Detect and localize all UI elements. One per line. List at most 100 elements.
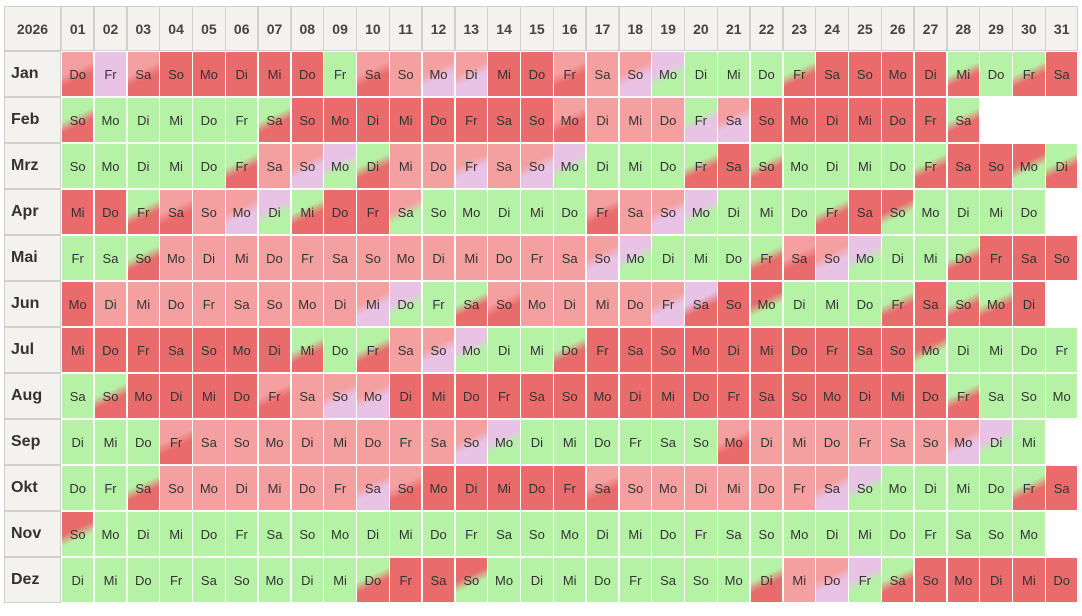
day-cell[interactable]: So <box>290 511 324 557</box>
day-cell[interactable]: Do <box>749 465 784 511</box>
day-cell[interactable]: So <box>61 97 95 143</box>
day-cell[interactable]: Mo <box>553 511 587 557</box>
day-cell[interactable]: Fr <box>356 189 390 235</box>
day-cell[interactable]: So <box>323 373 357 419</box>
day-cell[interactable]: Do <box>618 281 652 327</box>
day-cell[interactable]: So <box>848 465 882 511</box>
day-cell[interactable]: Mo <box>159 235 193 281</box>
day-cell[interactable]: Di <box>585 511 620 557</box>
day-cell[interactable]: Mo <box>881 51 915 97</box>
day-cell[interactable]: Do <box>651 97 685 143</box>
day-cell[interactable]: Mi <box>979 327 1013 373</box>
day-cell[interactable]: Do <box>93 189 128 235</box>
day-cell[interactable]: Fr <box>159 557 193 603</box>
day-cell[interactable]: So <box>1012 373 1046 419</box>
day-cell[interactable]: Di <box>225 465 259 511</box>
day-cell[interactable]: Mi <box>848 97 882 143</box>
day-cell[interactable]: Di <box>61 419 95 465</box>
day-cell[interactable]: Sa <box>717 511 751 557</box>
day-cell[interactable]: Mo <box>651 465 685 511</box>
day-cell[interactable]: So <box>618 465 652 511</box>
day-cell[interactable]: Fr <box>815 327 849 373</box>
day-cell[interactable]: Do <box>290 51 324 97</box>
day-cell[interactable]: Do <box>61 51 95 97</box>
day-cell[interactable]: Di <box>356 511 390 557</box>
day-cell[interactable]: Sa <box>389 189 423 235</box>
day-cell[interactable]: Mi <box>520 189 554 235</box>
day-cell[interactable]: Di <box>618 373 652 419</box>
day-cell[interactable]: So <box>356 235 390 281</box>
day-cell[interactable]: Di <box>257 327 292 373</box>
day-cell[interactable]: Sa <box>487 143 521 189</box>
day-cell[interactable]: Mi <box>815 281 849 327</box>
day-cell[interactable]: Sa <box>717 143 751 189</box>
day-cell[interactable]: Mo <box>848 235 882 281</box>
day-cell[interactable]: Fr <box>717 373 751 419</box>
day-cell[interactable]: Mi <box>1012 419 1046 465</box>
day-cell[interactable]: Sa <box>487 511 521 557</box>
day-cell[interactable]: Di <box>389 373 423 419</box>
day-cell[interactable]: Fr <box>553 465 587 511</box>
day-cell[interactable]: Fr <box>585 189 620 235</box>
day-cell[interactable]: Fr <box>684 143 718 189</box>
day-cell[interactable]: Sa <box>946 511 980 557</box>
day-cell[interactable]: So <box>684 557 718 603</box>
day-cell[interactable]: Mo <box>356 373 390 419</box>
day-cell[interactable]: Di <box>815 97 849 143</box>
day-cell[interactable]: Mi <box>979 189 1013 235</box>
day-cell[interactable]: Mo <box>126 373 160 419</box>
day-cell[interactable]: Do <box>651 143 685 189</box>
day-cell[interactable]: Sa <box>159 327 193 373</box>
day-cell[interactable]: Mi <box>749 327 784 373</box>
day-cell[interactable]: Do <box>1045 557 1079 603</box>
day-cell[interactable]: Do <box>979 465 1013 511</box>
day-cell[interactable]: Sa <box>585 51 620 97</box>
day-cell[interactable]: Do <box>93 327 128 373</box>
day-cell[interactable]: Di <box>487 189 521 235</box>
day-cell[interactable]: Fr <box>389 557 423 603</box>
day-cell[interactable]: Sa <box>257 143 292 189</box>
day-cell[interactable]: Do <box>815 419 849 465</box>
day-cell[interactable]: Mo <box>225 327 259 373</box>
day-cell[interactable]: Fr <box>257 373 292 419</box>
day-cell[interactable]: Mi <box>454 235 488 281</box>
day-cell[interactable]: Mi <box>159 143 193 189</box>
day-cell[interactable]: Fr <box>323 51 357 97</box>
day-cell[interactable]: Mo <box>553 97 587 143</box>
day-cell[interactable]: So <box>979 143 1013 189</box>
day-cell[interactable]: So <box>881 327 915 373</box>
day-cell[interactable]: Do <box>848 281 882 327</box>
day-cell[interactable]: Mi <box>159 97 193 143</box>
day-cell[interactable]: So <box>421 189 456 235</box>
day-cell[interactable]: Do <box>290 465 324 511</box>
day-cell[interactable]: So <box>421 327 456 373</box>
day-cell[interactable]: Mo <box>1045 373 1079 419</box>
day-cell[interactable]: Mo <box>585 373 620 419</box>
day-cell[interactable]: Di <box>553 281 587 327</box>
day-cell[interactable]: Sa <box>257 511 292 557</box>
day-cell[interactable]: Sa <box>979 373 1013 419</box>
day-cell[interactable]: So <box>749 511 784 557</box>
day-cell[interactable]: Mo <box>651 51 685 97</box>
day-cell[interactable]: Mi <box>1012 557 1046 603</box>
day-cell[interactable]: Mi <box>848 143 882 189</box>
day-cell[interactable]: Sa <box>126 51 160 97</box>
day-cell[interactable]: Mi <box>257 465 292 511</box>
day-cell[interactable]: Mo <box>225 189 259 235</box>
day-cell[interactable]: Sa <box>454 281 488 327</box>
day-cell[interactable]: Mo <box>1012 143 1046 189</box>
day-cell[interactable]: Sa <box>520 373 554 419</box>
day-cell[interactable]: Mi <box>848 511 882 557</box>
day-cell[interactable]: Mi <box>389 97 423 143</box>
day-cell[interactable]: Mi <box>421 373 456 419</box>
day-cell[interactable]: Di <box>782 281 816 327</box>
day-cell[interactable]: Di <box>454 51 488 97</box>
day-cell[interactable]: Di <box>61 557 95 603</box>
day-cell[interactable]: Do <box>881 511 915 557</box>
day-cell[interactable]: Do <box>815 557 849 603</box>
day-cell[interactable]: So <box>520 97 554 143</box>
day-cell[interactable]: So <box>520 511 554 557</box>
day-cell[interactable]: Mo <box>618 235 652 281</box>
day-cell[interactable]: Di <box>815 511 849 557</box>
day-cell[interactable]: Mi <box>323 557 357 603</box>
